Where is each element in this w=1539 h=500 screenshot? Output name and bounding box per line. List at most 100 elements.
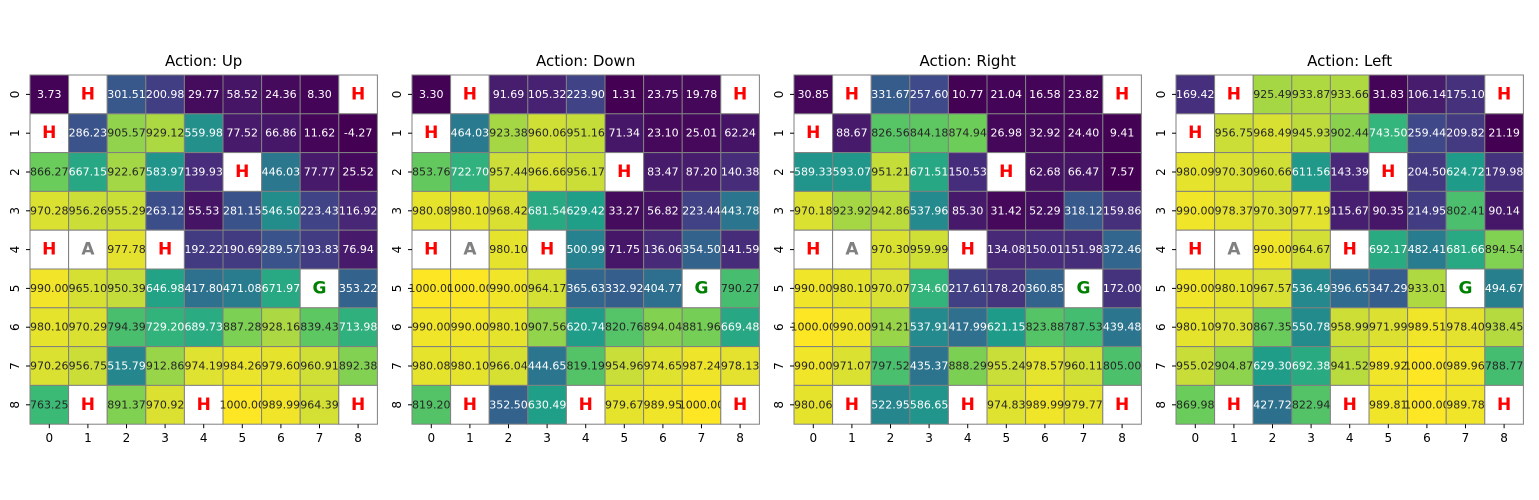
heatmap-cell xyxy=(643,346,683,386)
heatmap-cell xyxy=(643,152,683,192)
heatmap-cell xyxy=(870,307,911,348)
cell-value-label: 259.44 xyxy=(1408,127,1447,140)
heatmap-cell xyxy=(947,346,988,386)
cell-value-label: 902.44 xyxy=(1330,127,1369,140)
heatmap-cell xyxy=(106,152,147,192)
cell-value-label: 956.75 xyxy=(1215,127,1254,140)
hole-marker: H xyxy=(579,395,593,415)
heatmap-cell xyxy=(488,229,529,270)
heatmap-cell xyxy=(604,229,645,270)
cell-value-label: 396.65 xyxy=(1330,282,1369,295)
heatmap-cell xyxy=(947,268,988,309)
y-tick-label: 5 xyxy=(1154,285,1168,293)
y-tick-label: 7 xyxy=(772,362,786,370)
y-tick-label: 6 xyxy=(772,323,786,331)
cell-value-label: 318.12 xyxy=(1064,204,1103,217)
cell-value-label: 671.97 xyxy=(262,282,301,295)
heatmap-cell-special xyxy=(1329,229,1370,270)
cell-value-label: 669.48 xyxy=(721,321,760,334)
heatmap-cell xyxy=(1175,307,1216,348)
y-tick-label: 3 xyxy=(390,207,404,215)
y-tick-label: 2 xyxy=(772,168,786,176)
cell-value-label: 353.22 xyxy=(339,282,378,295)
heatmap-cell-special xyxy=(1484,384,1524,425)
hole-marker: H xyxy=(351,84,365,104)
x-tick-label: 1 xyxy=(466,431,474,445)
cell-value-label: 360.85 xyxy=(1026,282,1065,295)
hole-marker: H xyxy=(845,395,859,415)
cell-value-label: 331.67 xyxy=(871,88,910,101)
heatmap-cell xyxy=(222,384,263,425)
cell-value-label: 33.27 xyxy=(609,204,641,217)
heatmap-cell xyxy=(1025,190,1065,231)
cell-value-label: 1.31 xyxy=(612,88,637,101)
heatmap-cell xyxy=(1063,152,1104,192)
heatmap-cell xyxy=(1329,74,1370,115)
heatmap-cell-special xyxy=(1102,74,1142,115)
x-tick-label: 3 xyxy=(925,431,933,445)
heatmap-cell xyxy=(565,229,606,270)
heatmap-cell-special xyxy=(299,268,340,309)
heatmap-cell-special xyxy=(832,229,872,270)
cell-value-label: 583.97 xyxy=(146,166,185,179)
heatmap-cell xyxy=(68,268,108,309)
y-tick-label: 4 xyxy=(1154,246,1168,254)
cell-value-label: 729.20 xyxy=(146,321,185,334)
heatmap-cell xyxy=(1025,268,1065,309)
cell-value-label: 77.52 xyxy=(227,127,259,140)
y-tick-label: 6 xyxy=(390,323,404,331)
panel-title: Action: Down xyxy=(536,52,635,70)
heatmap-cell xyxy=(1175,190,1216,231)
heatmap-cell xyxy=(643,229,683,270)
y-tick-label: 4 xyxy=(390,246,404,254)
cell-value-label: 3.73 xyxy=(37,88,62,101)
hole-marker: H xyxy=(1381,162,1395,182)
hole-marker: H xyxy=(197,395,211,415)
cell-value-label: 990.00 xyxy=(833,321,872,334)
cell-value-label: 980.10 xyxy=(489,321,528,334)
heatmap-cell xyxy=(986,346,1027,386)
cell-value-label: 193.83 xyxy=(300,243,339,256)
cell-value-label: 140.38 xyxy=(721,166,760,179)
heatmap-cell-special xyxy=(29,113,70,154)
cell-value-label: 439.48 xyxy=(1103,321,1142,334)
y-tick-label: 1 xyxy=(1154,129,1168,137)
heatmap-cell xyxy=(947,74,988,115)
cell-value-label: 794.39 xyxy=(107,321,146,334)
x-tick-label: 1 xyxy=(84,431,92,445)
cell-value-label: 960.06 xyxy=(528,127,567,140)
hole-marker: H xyxy=(1497,84,1511,104)
heatmap-cell xyxy=(1214,152,1254,192)
cell-value-label: 980.10 xyxy=(451,360,490,373)
cell-value-label: 743.50 xyxy=(1369,127,1408,140)
heatmap-cell xyxy=(1102,190,1142,231)
cell-value-label: 87.20 xyxy=(686,166,718,179)
heatmap-cell xyxy=(604,190,645,231)
heatmap-cell xyxy=(1329,113,1370,154)
cell-value-label: 951.16 xyxy=(566,127,605,140)
x-tick-label: 7 xyxy=(1080,431,1088,445)
heatmap-cell xyxy=(261,113,301,154)
cell-value-label: 971.07 xyxy=(833,360,872,373)
cell-value-label: 964.17 xyxy=(528,282,567,295)
cell-value-label: 71.75 xyxy=(609,243,641,256)
cell-value-label: 443.78 xyxy=(721,204,760,217)
hole-marker: H xyxy=(540,240,554,260)
hole-marker: H xyxy=(733,84,747,104)
goal-marker: G xyxy=(313,278,327,298)
hole-marker: H xyxy=(81,84,95,104)
heatmap-panel-right: Action: Right 30.85 H 331.67 257.60 10.77 21.… xyxy=(772,52,1142,445)
heatmap-cell xyxy=(1025,152,1065,192)
cell-value-label: 914.21 xyxy=(871,321,910,334)
x-tick-label: 2 xyxy=(505,431,513,445)
cell-value-label: 62.68 xyxy=(1029,166,1061,179)
heatmap-cell xyxy=(183,113,224,154)
cell-value-label: 30.85 xyxy=(798,88,830,101)
cell-value-label: 974.83 xyxy=(987,398,1026,411)
cell-value-label: 32.92 xyxy=(1029,127,1061,140)
heatmap-cell xyxy=(183,152,224,192)
heatmap-cell-special xyxy=(1063,268,1104,309)
heatmap-cell xyxy=(909,190,949,231)
cell-value-label: 951.21 xyxy=(871,166,910,179)
heatmap-cell xyxy=(1291,346,1331,386)
